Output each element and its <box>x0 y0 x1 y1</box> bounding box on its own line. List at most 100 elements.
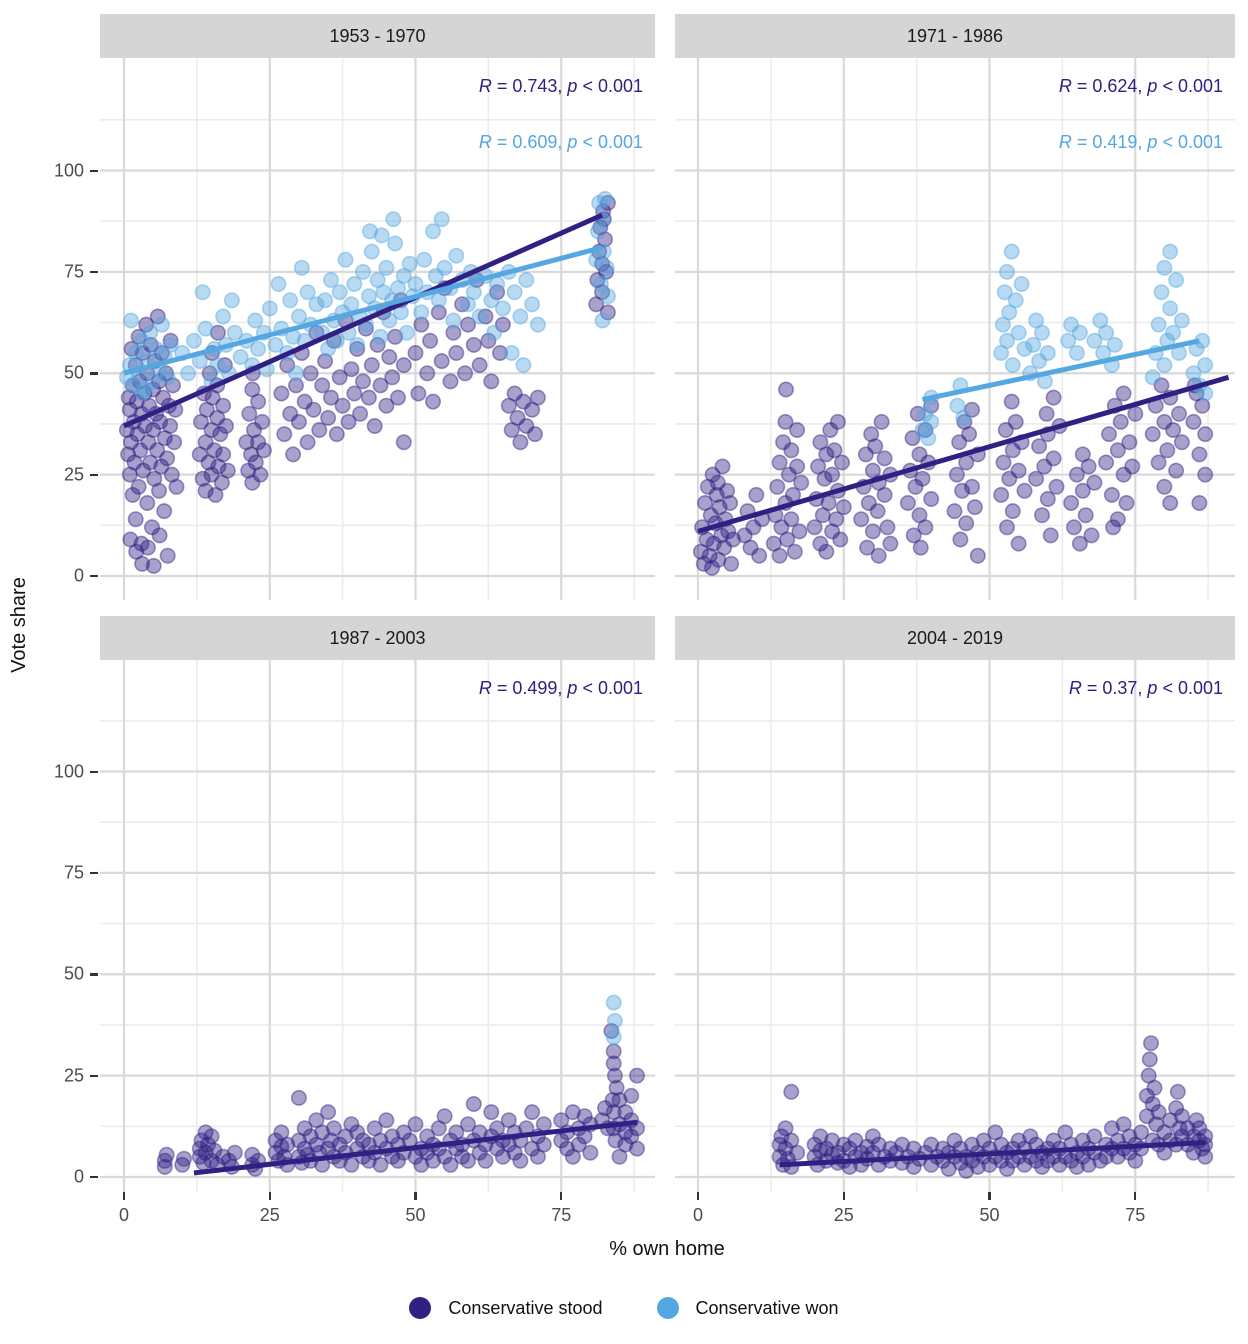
scatter-point <box>430 304 447 321</box>
trend-line-won <box>123 245 603 376</box>
scatter-point <box>777 1140 794 1157</box>
y-tick-label: 100 <box>53 761 84 781</box>
scatter-point <box>126 454 143 471</box>
scatter-point <box>835 1136 852 1153</box>
scatter-point <box>1010 324 1027 341</box>
scatter-point <box>783 1132 800 1149</box>
scatter-point <box>1194 397 1211 414</box>
scatter-point <box>215 308 232 325</box>
scatter-point <box>1039 1152 1056 1169</box>
y-axis-title: Vote share <box>8 577 30 673</box>
scatter-point <box>381 348 398 365</box>
scatter-point <box>1197 357 1214 374</box>
scatter-point <box>162 417 179 434</box>
scatter-point <box>952 531 969 548</box>
scatter-point <box>299 434 316 451</box>
scatter-point <box>243 446 260 463</box>
scatter-point <box>596 190 613 207</box>
scatter-point <box>1115 385 1132 402</box>
scatter-point <box>136 381 153 398</box>
facet-strip: 1987 - 2003 <box>100 616 655 660</box>
scatter-point <box>373 227 390 244</box>
scatter-point <box>1170 405 1187 422</box>
scatter-point <box>704 466 721 483</box>
scatter-point <box>1162 494 1179 511</box>
scatter-point <box>702 507 719 524</box>
scatter-point <box>1173 434 1190 451</box>
scatter-point <box>912 539 929 556</box>
scatter-point <box>596 231 613 248</box>
scatter-point <box>1033 507 1050 524</box>
scatter-point <box>589 223 606 240</box>
scatter-point <box>1039 490 1056 507</box>
scatter-point <box>465 1095 482 1112</box>
y-tick-mark <box>90 973 98 976</box>
scatter-point <box>276 426 293 443</box>
scatter-point <box>142 454 159 471</box>
scatter-point <box>215 446 232 463</box>
scatter-point <box>191 1140 208 1157</box>
scatter-point <box>186 332 203 349</box>
scatter-point <box>1197 385 1214 402</box>
scatter-point <box>419 1128 436 1145</box>
scatter-point <box>159 369 176 386</box>
scatter-point <box>857 446 874 463</box>
scatter-point <box>385 211 402 228</box>
scatter-point <box>320 409 337 426</box>
scatter-point <box>816 470 833 487</box>
scatter-point <box>433 211 450 228</box>
scatter-point <box>389 389 406 406</box>
scatter-point <box>598 263 615 280</box>
scatter-point <box>282 405 299 422</box>
scatter-point <box>1028 312 1045 329</box>
scatter-point <box>1092 312 1109 329</box>
scatter-point <box>477 1152 494 1169</box>
scatter-point <box>1080 1156 1097 1173</box>
scatter-point <box>424 1152 441 1169</box>
scatter-point <box>387 235 404 252</box>
scatter-point <box>197 320 214 337</box>
scatter-point <box>526 426 543 443</box>
scatter-point <box>457 365 474 382</box>
scatter-point <box>334 397 351 414</box>
scatter-point <box>594 255 611 272</box>
scatter-point <box>424 393 441 410</box>
scatter-point <box>372 328 389 345</box>
scatter-point <box>320 1104 337 1121</box>
scatter-point <box>828 511 845 528</box>
scatter-point <box>722 494 739 511</box>
scatter-point <box>1051 1156 1068 1173</box>
scatter-point <box>605 1104 622 1121</box>
scatter-point <box>599 288 616 305</box>
scatter-point <box>777 1120 794 1137</box>
scatter-point <box>122 312 139 329</box>
scatter-point <box>442 1156 459 1173</box>
gridlines-minor <box>675 660 1235 1192</box>
scatter-point <box>1016 340 1033 357</box>
y-tick-mark <box>90 473 98 477</box>
scatter-point <box>1144 1095 1161 1112</box>
scatter-point <box>244 474 261 491</box>
scatter-point <box>789 1144 806 1161</box>
scatter-point <box>1013 276 1030 293</box>
scatter-point <box>711 499 728 516</box>
scatter-point <box>389 1152 406 1169</box>
scatter-point <box>203 1152 220 1169</box>
scatter-point <box>459 1152 476 1169</box>
scatter-point <box>598 259 615 276</box>
scatter-point <box>352 405 369 422</box>
scatter-point <box>223 292 240 309</box>
scatter-point <box>427 267 444 284</box>
scatter-point <box>696 494 713 511</box>
scatter-point <box>529 389 546 406</box>
x-tick-label: 50 <box>979 1205 1000 1225</box>
scatter-point <box>1109 511 1126 528</box>
scatter-point <box>238 434 255 451</box>
scatter-point <box>599 194 616 211</box>
scatter-point <box>699 478 716 495</box>
scatter-point <box>954 482 971 499</box>
scatter-point <box>917 421 934 438</box>
scatter-point <box>215 1148 232 1165</box>
scatter-point <box>1115 466 1132 483</box>
